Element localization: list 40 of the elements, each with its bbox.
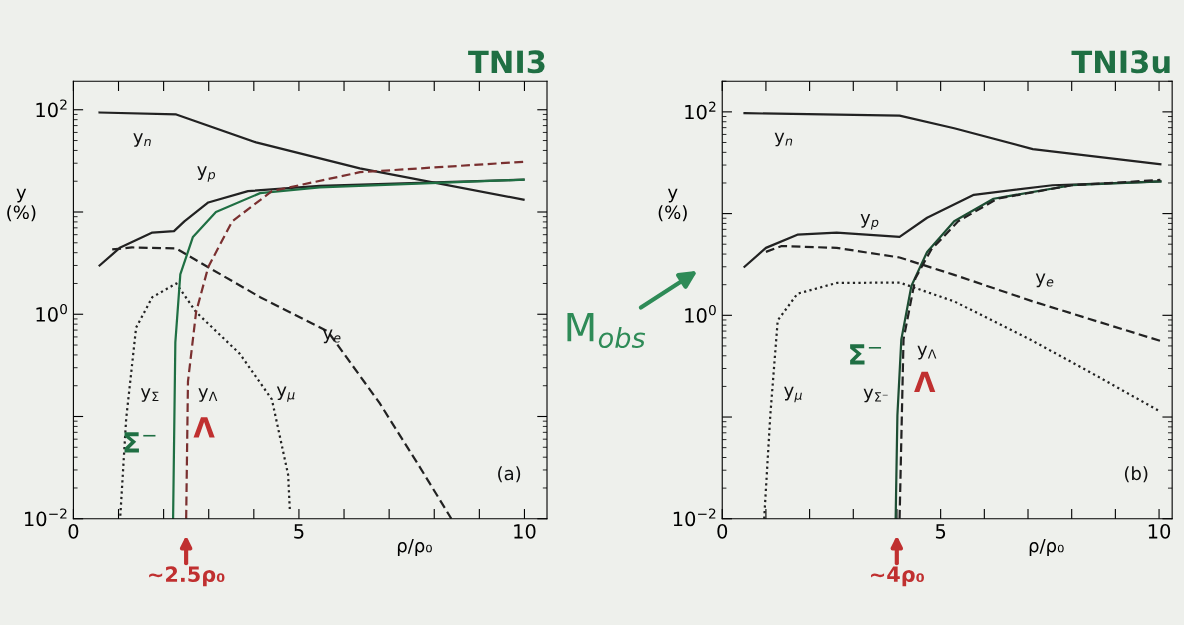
- x-tick-label: 10: [514, 523, 536, 539]
- annotation: (a): [498, 466, 521, 483]
- chart-title: TNI3: [468, 50, 545, 74]
- y-tick-label: 10$^{0}$: [36, 303, 68, 322]
- annotation: y$_{e}$: [1035, 273, 1054, 288]
- annotation: y$_{Λ}$: [198, 388, 218, 402]
- annotation: y$_{Σ}$: [140, 388, 159, 402]
- text: ~4ρ₀: [871, 566, 924, 587]
- annotation: (b): [1124, 466, 1148, 483]
- annotation: Σ$^{−}$: [850, 344, 882, 365]
- annotation: y$_{μ}$: [784, 386, 802, 403]
- annotation: Λ: [914, 371, 936, 393]
- annotation: y$_{n}$: [774, 132, 793, 147]
- annotation: y$_{p}$: [197, 166, 216, 182]
- annotation: y$_{Λ}$: [917, 345, 937, 360]
- annotation: y$_{p}$: [860, 214, 879, 230]
- x-tick-label: 5: [935, 524, 946, 539]
- y-axis-title: y (%): [7, 188, 36, 222]
- annotation: y$_{Σ⁻}$: [863, 388, 888, 403]
- y-tick-label: 10$^{2}$: [685, 101, 716, 120]
- annotation: y$_{e}$: [322, 329, 341, 344]
- y-tick-label: 10$^{0}$: [685, 305, 716, 323]
- x-axis-title: ρ/ρ₀: [397, 538, 432, 556]
- y-tick-label: 10$^{−2}$: [673, 508, 716, 527]
- x-tick-label: 10: [1148, 523, 1171, 539]
- x-tick-label: 0: [68, 523, 79, 539]
- y-tick-label: 10$^{−2}$: [24, 508, 67, 527]
- text: M$_{obs}$: [567, 312, 646, 349]
- x-tick-label: 5: [294, 524, 304, 539]
- annotation: Σ$^{−}$: [124, 432, 156, 453]
- line-series: [743, 112, 1162, 166]
- chart-title: TNI3u: [1071, 50, 1170, 74]
- x-tick-label: 0: [717, 523, 728, 539]
- annotation: y$_{μ}$: [276, 386, 295, 402]
- x-axis-title: ρ/ρ₀: [1029, 538, 1064, 556]
- text: ~2.5ρ₀: [149, 566, 225, 587]
- annotation: Λ: [193, 417, 215, 438]
- annotation: y$_{n}$: [133, 133, 151, 147]
- y-axis-title: y (%): [658, 188, 687, 222]
- y-tick-label: 10$^{2}$: [36, 99, 67, 118]
